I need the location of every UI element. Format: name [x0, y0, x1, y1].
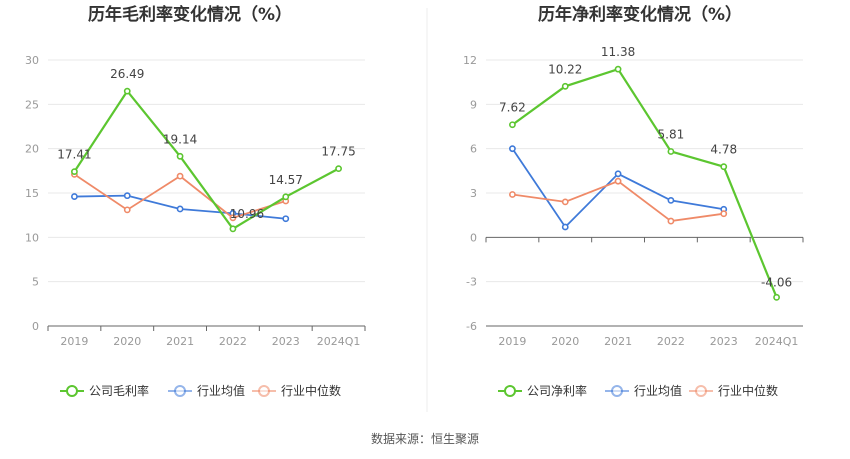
- data-point[interactable]: [71, 168, 78, 176]
- data-point[interactable]: [720, 163, 728, 171]
- data-label: 26.49: [110, 67, 144, 81]
- legend-label: 行业均值: [197, 383, 245, 398]
- data-point[interactable]: [667, 148, 675, 155]
- legend-item[interactable]: 行业中位数: [252, 383, 341, 398]
- y-tick-label: 5: [32, 276, 39, 289]
- gross-margin-chart: 历年毛利率变化情况（%） 0 5 10 15 20 25 30 2019 2020 2021 202…: [25, 4, 366, 398]
- data-point[interactable]: [282, 215, 290, 223]
- x-tick-label: 2023: [710, 335, 738, 348]
- legend-marker: [611, 385, 623, 397]
- y-tick-label: 30: [25, 54, 39, 67]
- data-label: -4.06: [761, 275, 792, 289]
- x-tick-label: 2019: [498, 335, 526, 348]
- x-tick-label: 2020: [551, 335, 579, 348]
- data-point[interactable]: [176, 152, 184, 160]
- data-point[interactable]: [773, 293, 780, 301]
- net-margin-chart: 历年净利率变化情况（%） -6 -3 0 3 6 9 12 2019 2020 2021 2022 2…: [463, 4, 804, 398]
- data-point[interactable]: [667, 217, 675, 225]
- data-point[interactable]: [123, 87, 131, 95]
- x-tick-label: 2023: [272, 335, 300, 348]
- x-tick-label: 2022: [219, 335, 247, 348]
- data-point[interactable]: [176, 172, 184, 180]
- y-tick-label: 20: [25, 143, 39, 156]
- x-tick-label: 2022: [657, 335, 685, 348]
- data-label: 10.22: [548, 62, 582, 76]
- data-point[interactable]: [720, 210, 728, 218]
- data-point[interactable]: [123, 192, 131, 200]
- x-tick-label: 2019: [60, 335, 88, 348]
- data-label: 11.38: [601, 45, 635, 59]
- legend-marker: [66, 385, 78, 397]
- y-tick-label: 12: [463, 54, 477, 67]
- x-tick-label: 2024Q1: [317, 335, 361, 348]
- data-point[interactable]: [71, 193, 78, 200]
- data-label: 19.14: [163, 132, 197, 146]
- data-label: 7.62: [499, 101, 526, 115]
- data-point[interactable]: [614, 177, 622, 185]
- y-tick-label: -6: [466, 320, 477, 333]
- series-line: [73, 89, 340, 231]
- y-tick-label: 25: [25, 98, 39, 111]
- x-tick-label: 2021: [166, 335, 194, 348]
- data-point[interactable]: [229, 214, 237, 222]
- data-point[interactable]: [509, 121, 516, 129]
- legend-marker: [174, 385, 186, 397]
- y-tick-label: 9: [470, 98, 477, 111]
- y-tick-label: 0: [470, 231, 477, 244]
- data-point[interactable]: [614, 170, 622, 178]
- legend-label: 公司毛利率: [89, 383, 149, 398]
- chart-title: 历年净利率变化情况（%）: [538, 4, 742, 25]
- y-tick-label: 0: [32, 320, 39, 333]
- series-line: [512, 180, 724, 223]
- data-point[interactable]: [667, 196, 675, 204]
- legend-label: 公司净利率: [527, 383, 587, 398]
- legend-item[interactable]: 公司净利率: [498, 383, 587, 398]
- data-label: 17.75: [321, 145, 355, 159]
- data-point[interactable]: [123, 206, 131, 214]
- legend-item[interactable]: 公司毛利率: [60, 383, 149, 398]
- data-label: 10.96: [230, 207, 264, 221]
- y-tick-label: 15: [25, 187, 39, 200]
- legend-marker: [258, 385, 270, 397]
- legend-item[interactable]: 行业均值: [605, 383, 682, 398]
- y-tick-label: 10: [25, 231, 39, 244]
- legend-marker: [504, 385, 516, 397]
- y-tick-label: 3: [470, 187, 477, 200]
- series-line: [511, 67, 778, 298]
- data-point[interactable]: [509, 191, 516, 198]
- x-tick-label: 2021: [604, 335, 632, 348]
- data-point[interactable]: [229, 225, 237, 233]
- x-tick-label: 2020: [113, 335, 141, 348]
- data-point[interactable]: [561, 82, 569, 90]
- data-point[interactable]: [561, 223, 569, 231]
- legend-item[interactable]: 行业中位数: [689, 383, 778, 398]
- data-label: 14.57: [269, 173, 303, 187]
- legend-item[interactable]: 行业均值: [168, 383, 245, 398]
- y-tick-label: 6: [470, 143, 477, 156]
- data-point[interactable]: [176, 205, 184, 213]
- data-point[interactable]: [614, 65, 622, 73]
- data-point[interactable]: [282, 193, 290, 201]
- y-tick-label: -3: [466, 276, 477, 289]
- data-point[interactable]: [335, 165, 342, 173]
- data-point[interactable]: [509, 145, 516, 153]
- legend-label: 行业均值: [634, 383, 682, 398]
- series-line: [511, 148, 724, 229]
- data-point[interactable]: [561, 198, 569, 206]
- x-tick-label: 2024Q1: [755, 335, 799, 348]
- data-source: 数据来源：恒生聚源: [371, 431, 479, 446]
- legend-label: 行业中位数: [718, 383, 778, 398]
- data-label: 5.81: [658, 127, 685, 141]
- legend-marker: [695, 385, 707, 397]
- chart-title: 历年毛利率变化情况（%）: [88, 4, 292, 25]
- data-label: 17.41: [57, 148, 91, 162]
- data-label: 4.78: [710, 143, 737, 157]
- legend-label: 行业中位数: [281, 383, 341, 398]
